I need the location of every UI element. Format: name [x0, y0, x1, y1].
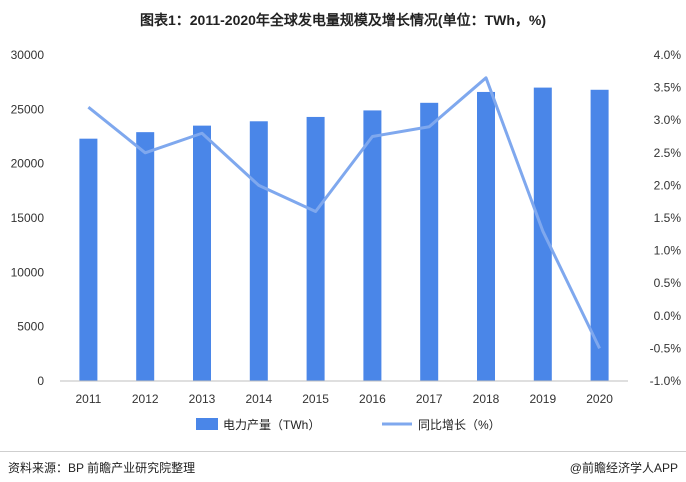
bar	[249, 121, 268, 381]
footer: 资料来源：BP 前瞻产业研究院整理 @前瞻经济学人APP	[0, 451, 686, 482]
right-axis-tick-label: 0.5%	[654, 276, 682, 290]
chart-title: 图表1：2011-2020年全球发电量规模及增长情况(单位：TWh，%)	[139, 12, 547, 28]
bar	[193, 125, 211, 381]
bar	[420, 102, 439, 382]
x-axis-tick-label: 2017	[416, 392, 443, 406]
right-axis-tick-label: 1.0%	[654, 244, 682, 258]
combo-chart: 0 5000 10000 15000 20000 25000 30000 -1.0% -0.5…	[11, 48, 682, 432]
x-axis-tick-label: 2011	[75, 392, 101, 406]
legend-bar-label: 电力产量（TWh）	[223, 418, 320, 432]
x-axis-tick-label: 2015	[302, 392, 329, 406]
bar	[136, 132, 155, 381]
brand-label: @前瞻经济学人APP	[569, 461, 678, 475]
legend: 电力产量（TWh） 同比增长（%）	[196, 418, 501, 432]
x-axis: 2011 2012 2013 2014 2015 2016 2017 2018 2019 2020	[60, 380, 628, 406]
bar-series	[79, 87, 609, 382]
bar	[79, 138, 98, 381]
left-axis-tick-label: 10000	[11, 265, 45, 279]
left-axis-tick-label: 0	[37, 374, 44, 388]
right-axis-tick-label: 3.5%	[654, 81, 682, 95]
left-axis-tick-label: 5000	[17, 320, 44, 334]
left-y-axis: 0 5000 10000 15000 20000 25000 30000	[11, 48, 45, 388]
source-note: 资料来源：BP 前瞻产业研究院整理	[8, 461, 196, 475]
left-axis-tick-label: 20000	[11, 157, 45, 171]
right-axis-tick-label: -0.5%	[650, 341, 682, 355]
legend-bar-swatch	[196, 418, 218, 430]
right-axis-tick-label: 2.5%	[654, 146, 682, 160]
right-axis-tick-label: 3.0%	[654, 113, 682, 127]
bar	[590, 89, 609, 382]
growth-line	[87, 76, 601, 350]
bar	[363, 110, 382, 382]
x-axis-tick-label: 2019	[529, 392, 556, 406]
x-axis-tick-label: 2012	[132, 392, 159, 406]
x-axis-tick-label: 2016	[359, 392, 386, 406]
right-axis-tick-label: 4.0%	[654, 48, 682, 62]
right-y-axis: -1.0% -0.5% 0.0% 0.5% 1.0% 1.5% 2.0% 2.5% 3.0% 3.…	[650, 48, 682, 388]
line-series	[87, 76, 601, 350]
x-axis-tick-label: 2013	[189, 392, 216, 406]
right-axis-tick-label: -1.0%	[650, 374, 682, 388]
left-axis-tick-label: 15000	[11, 211, 45, 225]
x-axis-tick-label: 2018	[473, 392, 500, 406]
left-axis-tick-label: 30000	[11, 48, 45, 62]
x-axis-tick-label: 2014	[245, 392, 272, 406]
bar	[477, 91, 495, 382]
bar	[306, 116, 325, 381]
legend-line-label: 同比增长（%）	[418, 418, 501, 432]
left-axis-tick-label: 25000	[11, 102, 45, 116]
right-axis-tick-label: 2.0%	[654, 178, 682, 192]
right-axis-tick-label: 1.5%	[654, 211, 682, 225]
right-axis-tick-label: 0.0%	[654, 309, 682, 323]
x-axis-tick-label: 2020	[586, 392, 613, 406]
